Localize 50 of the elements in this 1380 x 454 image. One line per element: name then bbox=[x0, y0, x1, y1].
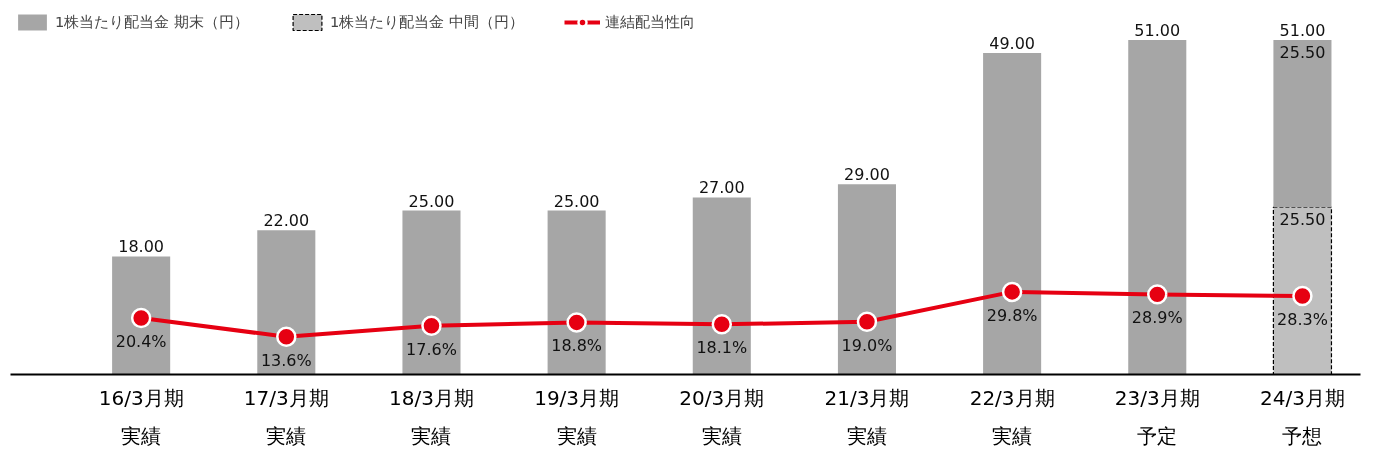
total-label: 51.00 bbox=[1279, 20, 1326, 40]
legend-label: 1株当たり配当金 中間（円） bbox=[329, 12, 524, 32]
data-label: 18.8% bbox=[551, 336, 603, 356]
data-label: 25.00 bbox=[553, 191, 600, 211]
point bbox=[566, 312, 587, 333]
x-tick-label: 16/3月期実績 bbox=[98, 385, 184, 448]
bar bbox=[1273, 39, 1332, 208]
data-label: 25.50 bbox=[1279, 210, 1326, 230]
point bbox=[1292, 285, 1313, 307]
legend-label: 1株当たり配当金 期末（円） bbox=[55, 12, 249, 32]
bar bbox=[692, 197, 751, 375]
data-label: 19.0% bbox=[841, 335, 893, 355]
x-tick-label: 21/3月期実績 bbox=[824, 385, 910, 448]
bar bbox=[983, 53, 1042, 375]
x-tick-label: 22/3月期実績 bbox=[969, 385, 1055, 448]
bar bbox=[112, 256, 171, 375]
x-tick-label: 24/3月期予想 bbox=[1259, 385, 1345, 448]
data-label: 28.3% bbox=[1277, 310, 1328, 330]
data-label: 29.8% bbox=[986, 305, 1038, 325]
point bbox=[130, 307, 152, 329]
bar bbox=[547, 210, 606, 375]
point bbox=[711, 314, 733, 335]
bar bbox=[402, 210, 461, 375]
x-tick-label: 23/3月期予定 bbox=[1114, 385, 1200, 448]
point bbox=[1001, 281, 1023, 303]
x-tick-label: 20/3月期実績 bbox=[679, 385, 765, 448]
x-tick-label: 18/3月期実績 bbox=[389, 385, 474, 448]
data-label: 51.00 bbox=[1134, 20, 1181, 40]
data-label: 17.6% bbox=[406, 339, 457, 359]
data-label: 18.00 bbox=[118, 237, 165, 257]
x-tick-label: 17/3月期実績 bbox=[243, 385, 329, 448]
legend-label: 連結配当性向 bbox=[604, 12, 695, 32]
point bbox=[276, 326, 297, 348]
bar bbox=[1128, 39, 1187, 375]
bar bbox=[257, 230, 316, 375]
data-label: 25.00 bbox=[408, 191, 455, 211]
point bbox=[856, 311, 878, 333]
data-label: 28.9% bbox=[1131, 308, 1183, 328]
data-label: 20.4% bbox=[115, 331, 167, 351]
data-label: 18.1% bbox=[696, 338, 748, 358]
data-label: 49.00 bbox=[989, 34, 1036, 54]
x-tick-label: 19/3月期実績 bbox=[534, 385, 620, 448]
data-label: 22.00 bbox=[263, 211, 310, 231]
data-label: 29.00 bbox=[844, 165, 890, 185]
bar bbox=[837, 184, 896, 375]
point bbox=[1147, 284, 1168, 305]
point bbox=[421, 315, 442, 336]
data-label: 25.50 bbox=[1279, 42, 1326, 62]
data-label: 13.6% bbox=[260, 350, 312, 370]
data-label: 27.00 bbox=[698, 178, 745, 198]
